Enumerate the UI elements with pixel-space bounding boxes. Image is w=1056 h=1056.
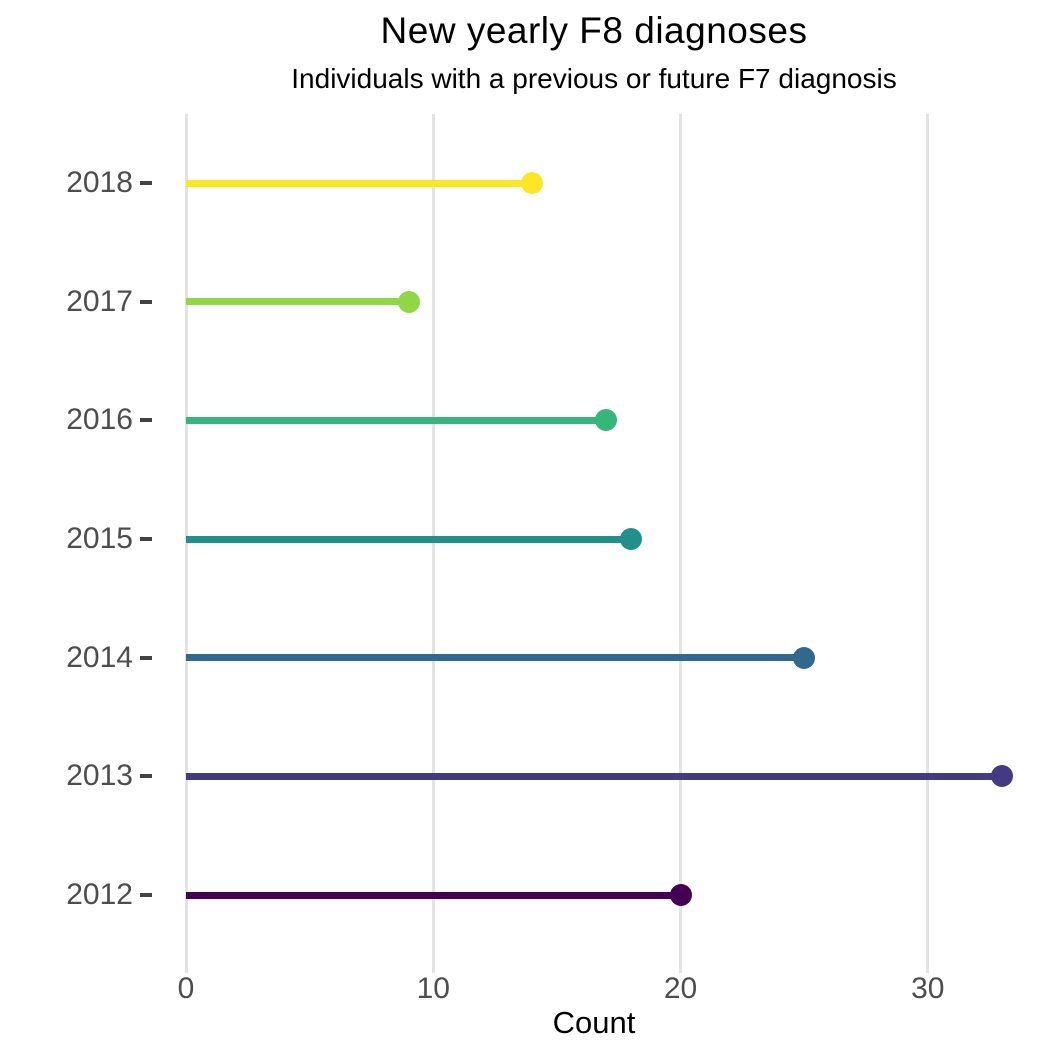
lollipop-line-2018 — [186, 179, 533, 187]
x-axis-title: Count — [552, 1005, 636, 1040]
chart-subtitle: Individuals with a previous or future F7… — [291, 63, 897, 94]
lollipop-line-2016 — [186, 416, 607, 424]
lollipop-dot-2015 — [620, 528, 643, 550]
lollipop-dot-2017 — [397, 290, 420, 313]
y-tick-label-2014: 2014 — [66, 640, 133, 674]
y-tick-label-2018: 2018 — [66, 166, 133, 199]
lollipop-dot-2014 — [793, 646, 816, 669]
x-tick-mark-30 — [926, 964, 930, 973]
y-tick-label-2016: 2016 — [66, 403, 133, 437]
y-tick-label-2012: 2012 — [66, 878, 133, 911]
y-tick-label-2015: 2015 — [66, 522, 133, 555]
lollipop-dot-2013 — [991, 765, 1013, 788]
x-tick-label-30: 30 — [911, 972, 945, 1005]
lollipop-line-2012 — [186, 891, 681, 899]
chart-title: New yearly F8 diagnoses — [380, 10, 808, 51]
gridline-x-20 — [679, 114, 683, 964]
lollipop-line-2017 — [186, 298, 409, 306]
x-tick-mark-10 — [431, 964, 435, 973]
y-tick-mark-2012 — [140, 893, 152, 897]
lollipop-dot-2016 — [595, 409, 618, 432]
y-tick-mark-2014 — [140, 655, 152, 660]
x-tick-mark-0 — [184, 964, 188, 973]
lollipop-dot-2012 — [669, 884, 692, 906]
x-tick-label-20: 20 — [663, 972, 698, 1005]
y-tick-label-2017: 2017 — [66, 284, 133, 318]
x-tick-mark-20 — [679, 964, 683, 973]
y-tick-mark-2018 — [140, 181, 152, 185]
y-tick-label-2013: 2013 — [66, 759, 133, 793]
lollipop-dot-2018 — [521, 172, 544, 194]
gridline-x-30 — [926, 114, 930, 964]
x-tick-label-10: 10 — [416, 972, 450, 1005]
lollipop-line-2015 — [186, 535, 632, 543]
y-tick-mark-2016 — [140, 418, 152, 423]
y-tick-mark-2017 — [140, 299, 152, 304]
y-tick-mark-2015 — [140, 537, 152, 541]
lollipop-line-2014 — [186, 654, 805, 662]
x-tick-label-0: 0 — [177, 972, 195, 1005]
lollipop-line-2013 — [186, 772, 1002, 780]
y-tick-mark-2013 — [140, 774, 152, 779]
plot-panel — [145, 114, 1043, 964]
